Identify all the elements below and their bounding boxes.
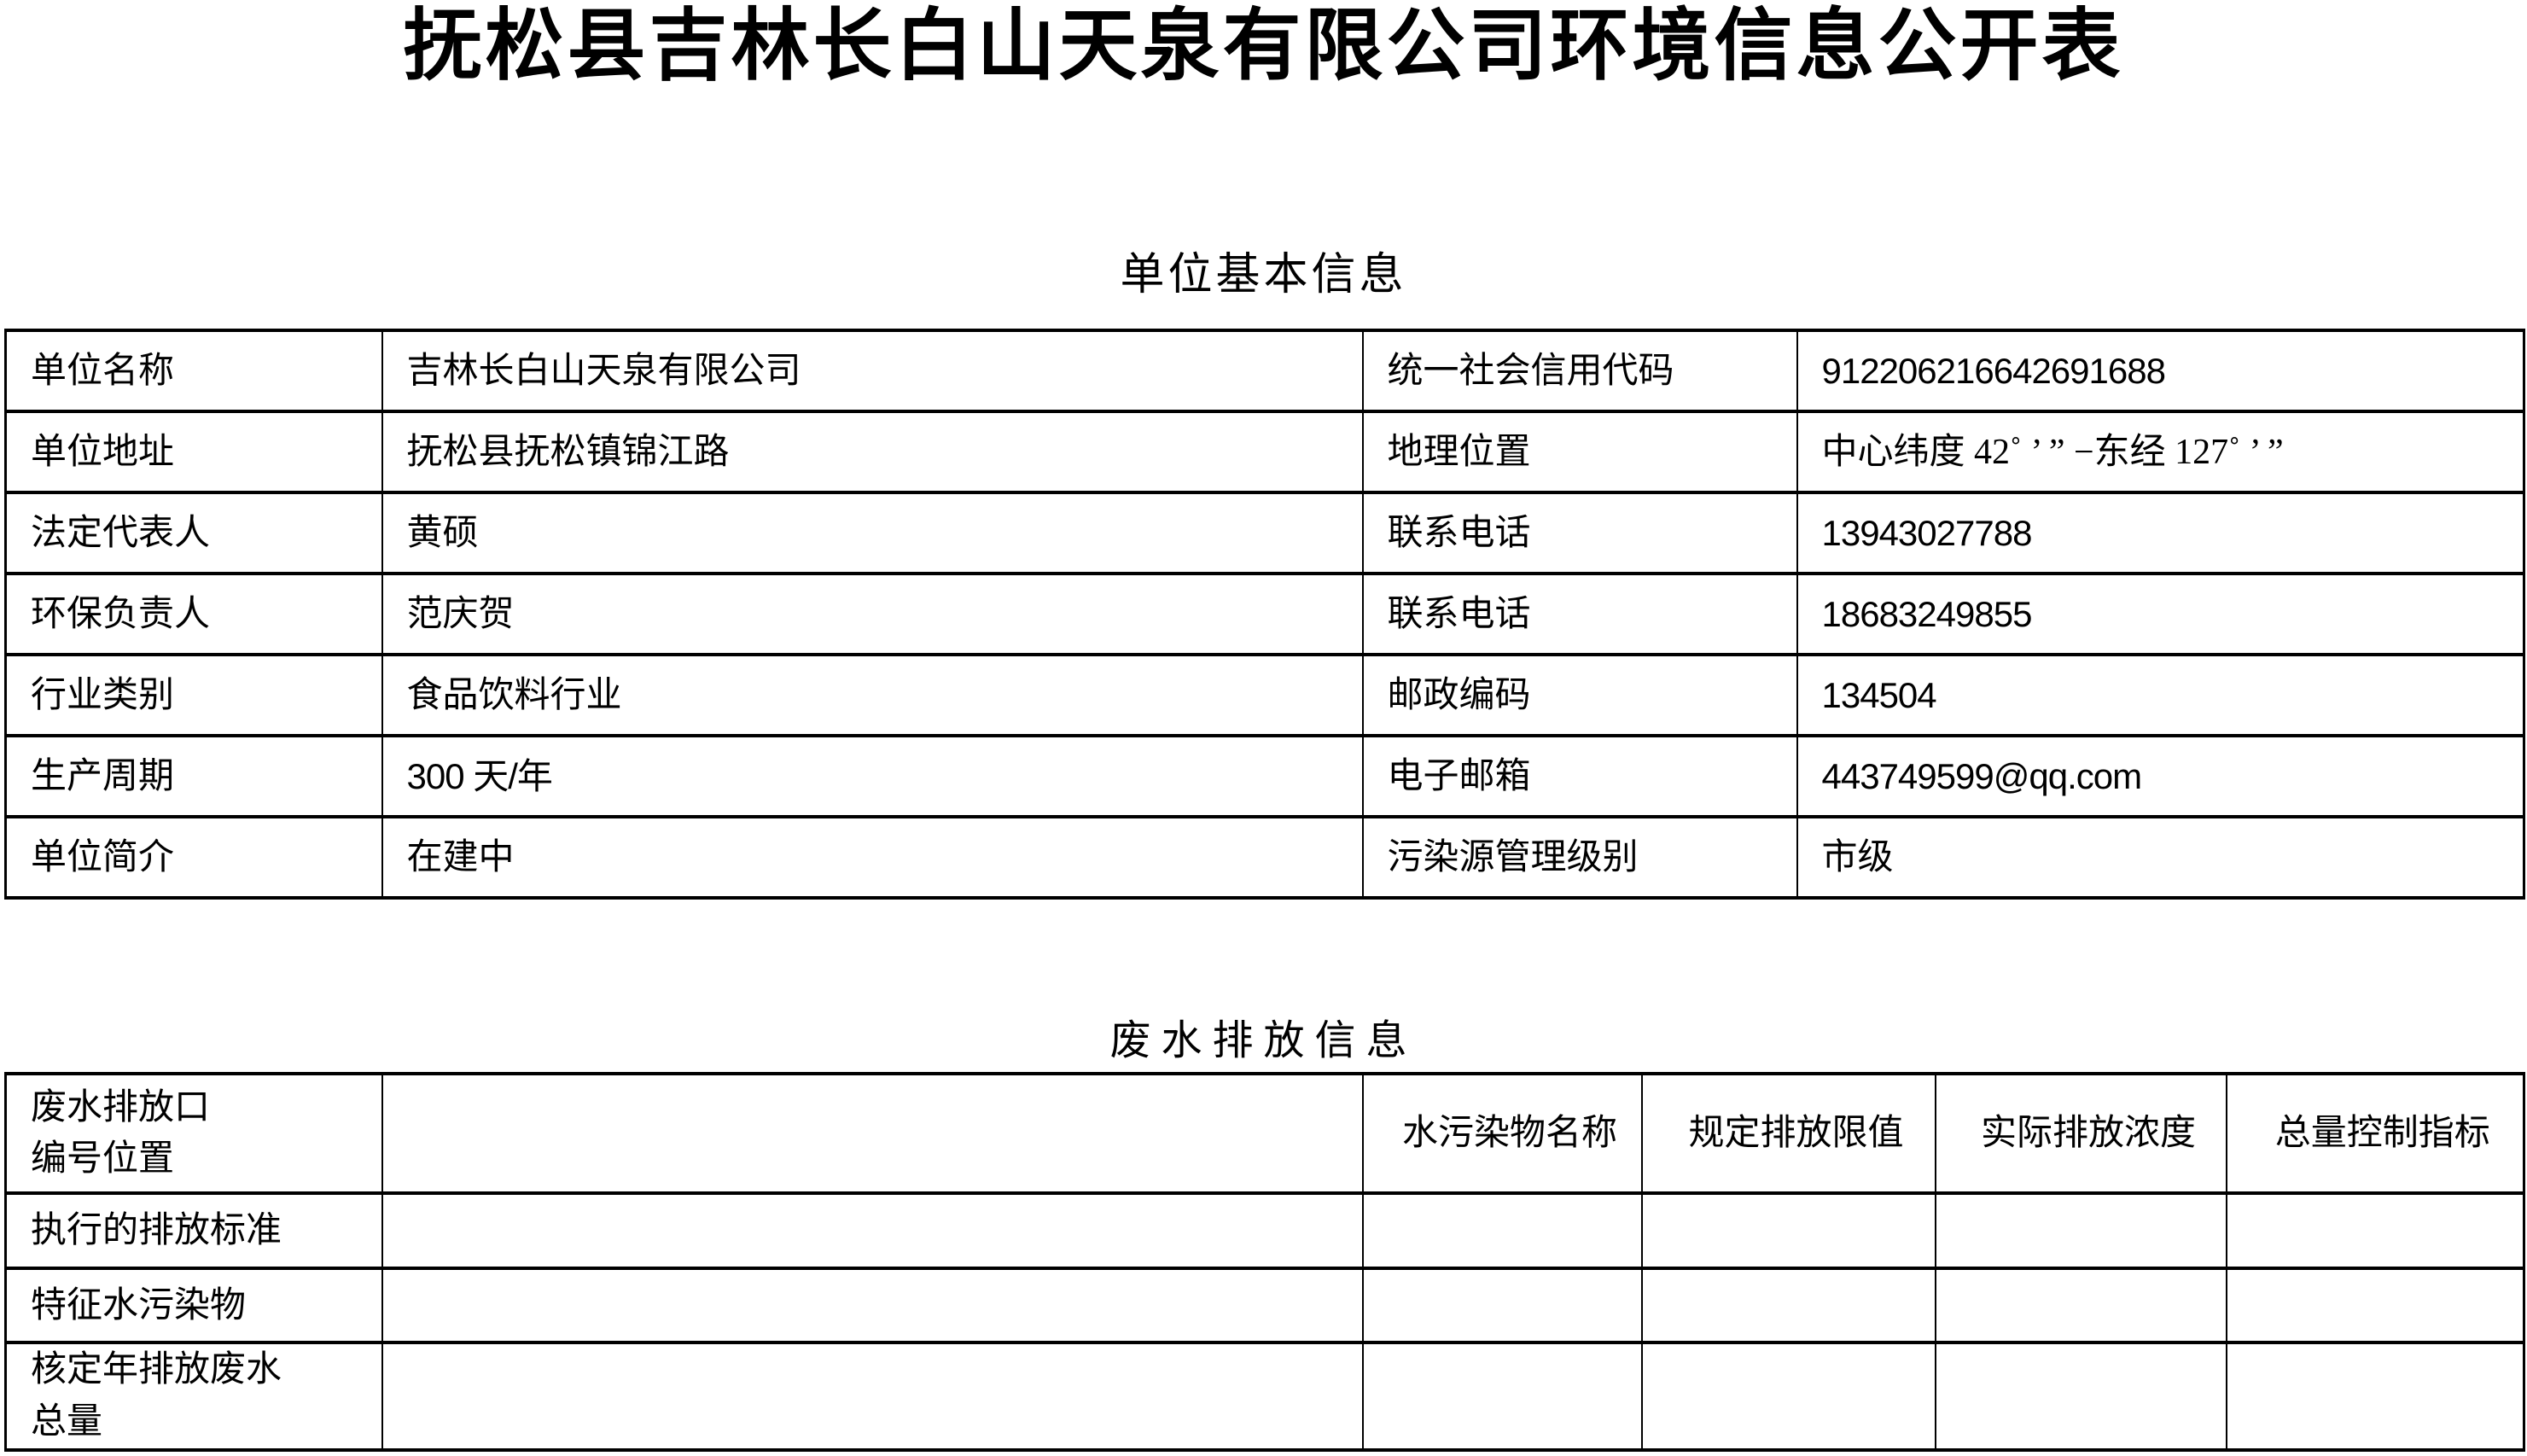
label-geo-location: 地理位置 bbox=[1361, 410, 1798, 495]
table-row: 执行的排放标准 bbox=[4, 1191, 2525, 1271]
basic-info-table: 单位名称 吉林长白山天泉有限公司 统一社会信用代码 91220621664269… bbox=[4, 329, 2525, 900]
label-env-officer: 环保负责人 bbox=[4, 572, 383, 657]
empty-cell bbox=[1640, 1341, 1936, 1453]
outlet-label-line1: 废水排放口 bbox=[31, 1087, 211, 1127]
empty-cell bbox=[2225, 1191, 2525, 1271]
label-industry-category: 行业类别 bbox=[4, 653, 383, 738]
empty-cell bbox=[2225, 1267, 2525, 1345]
empty-cell bbox=[1934, 1191, 2227, 1271]
value-unit-name: 吉林长白山天泉有限公司 bbox=[381, 329, 1364, 414]
label-legal-representative: 法定代表人 bbox=[4, 491, 383, 576]
empty-cell bbox=[381, 1191, 1364, 1271]
label-discharge-standard: 执行的排放标准 bbox=[4, 1191, 383, 1271]
label-contact-phone-1: 联系电话 bbox=[1361, 491, 1798, 576]
value-credit-code: 912206216642691688 bbox=[1796, 329, 2525, 414]
table-row: 废水排放口 编号位置 水污染物名称 规定排放限值 实际排放浓度 总量控制指标 bbox=[4, 1072, 2525, 1196]
label-email: 电子邮箱 bbox=[1361, 734, 1798, 819]
table-row: 特征水污染物 bbox=[4, 1267, 2525, 1345]
empty-cell bbox=[1361, 1191, 1643, 1271]
wastewater-section-title: 废水排放信息 bbox=[1109, 1018, 1418, 1064]
document-title: 抚松县吉林长白山天泉有限公司环境信息公开表 bbox=[403, 3, 2124, 90]
value-production-cycle: 300 天/年 bbox=[381, 734, 1364, 819]
value-geo-location: 中心纬度 42˚ ’ ” −东经 127˚ ’ ” bbox=[1796, 410, 2525, 495]
empty-cell bbox=[1361, 1267, 1643, 1345]
empty-cell bbox=[1934, 1267, 2227, 1345]
table-row: 行业类别 食品饮料行业 邮政编码 134504 bbox=[4, 653, 2525, 738]
empty-cell bbox=[1934, 1341, 2227, 1453]
value-postal-code: 134504 bbox=[1796, 653, 2525, 738]
approved-annual-discharge-line1: 核定年排放废水 bbox=[31, 1350, 282, 1390]
empty-cell bbox=[1640, 1191, 1936, 1271]
label-unit-address: 单位地址 bbox=[4, 410, 383, 495]
label-postal-code: 邮政编码 bbox=[1361, 653, 1798, 738]
document-page: 抚松县吉林长白山天泉有限公司环境信息公开表 单位基本信息 单位名称 吉林长白山天… bbox=[0, 3, 2527, 1453]
header-discharge-limit: 规定排放限值 bbox=[1640, 1072, 1936, 1196]
value-unit-intro: 在建中 bbox=[381, 815, 1364, 900]
empty-cell bbox=[2225, 1341, 2525, 1453]
value-industry-category: 食品饮料行业 bbox=[381, 653, 1364, 738]
table-row: 生产周期 300 天/年 电子邮箱 443749599@qq.com bbox=[4, 734, 2525, 819]
outlet-value-cell bbox=[381, 1072, 1364, 1196]
value-unit-address: 抚松县抚松镇锦江路 bbox=[381, 410, 1364, 495]
label-characteristic-pollutant: 特征水污染物 bbox=[4, 1267, 383, 1345]
outlet-label-line2: 编号位置 bbox=[31, 1139, 175, 1179]
approved-annual-discharge-line2: 总量 bbox=[31, 1402, 103, 1442]
table-row: 法定代表人 黄硕 联系电话 13943027788 bbox=[4, 491, 2525, 576]
empty-cell bbox=[1361, 1341, 1643, 1453]
table-row: 核定年排放废水 总量 bbox=[4, 1341, 2525, 1453]
table-row: 单位简介 在建中 污染源管理级别 市级 bbox=[4, 815, 2525, 900]
value-env-officer: 范庆贺 bbox=[381, 572, 1364, 657]
value-contact-phone-1: 13943027788 bbox=[1796, 491, 2525, 576]
table-row: 单位名称 吉林长白山天泉有限公司 统一社会信用代码 91220621664269… bbox=[4, 329, 2525, 414]
label-contact-phone-2: 联系电话 bbox=[1361, 572, 1798, 657]
label-unit-intro: 单位简介 bbox=[4, 815, 383, 900]
empty-cell bbox=[381, 1267, 1364, 1345]
label-approved-annual-discharge: 核定年排放废水 总量 bbox=[4, 1341, 383, 1453]
value-legal-representative: 黄硕 bbox=[381, 491, 1364, 576]
label-credit-code: 统一社会信用代码 bbox=[1361, 329, 1798, 414]
table-row: 环保负责人 范庆贺 联系电话 18683249855 bbox=[4, 572, 2525, 657]
empty-cell bbox=[1640, 1267, 1936, 1345]
label-outlet-number-location: 废水排放口 编号位置 bbox=[4, 1072, 383, 1196]
value-email: 443749599@qq.com bbox=[1796, 734, 2525, 819]
label-unit-name: 单位名称 bbox=[4, 329, 383, 414]
label-pollution-mgmt-level: 污染源管理级别 bbox=[1361, 815, 1798, 900]
label-production-cycle: 生产周期 bbox=[4, 734, 383, 819]
basic-info-section-title: 单位基本信息 bbox=[1120, 249, 1407, 300]
wastewater-table: 废水排放口 编号位置 水污染物名称 规定排放限值 实际排放浓度 总量控制指标 执… bbox=[4, 1072, 2525, 1453]
value-pollution-mgmt-level: 市级 bbox=[1796, 815, 2525, 900]
table-row: 单位地址 抚松县抚松镇锦江路 地理位置 中心纬度 42˚ ’ ” −东经 127… bbox=[4, 410, 2525, 495]
value-contact-phone-2: 18683249855 bbox=[1796, 572, 2525, 657]
header-actual-concentration: 实际排放浓度 bbox=[1934, 1072, 2227, 1196]
header-pollutant-name: 水污染物名称 bbox=[1361, 1072, 1643, 1196]
empty-cell bbox=[381, 1341, 1364, 1453]
header-total-control: 总量控制指标 bbox=[2225, 1072, 2525, 1196]
